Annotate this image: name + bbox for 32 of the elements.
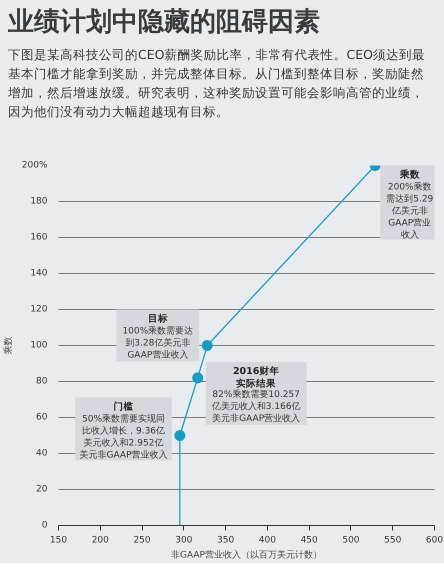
y-tick-label: 80 — [36, 376, 48, 386]
y-tick-label: 140 — [30, 268, 48, 278]
y-tick-label: 100 — [30, 340, 48, 350]
x-tick-label: 150 — [50, 536, 68, 546]
point — [174, 430, 186, 441]
x-tick-label: 250 — [133, 536, 151, 546]
y-tick-label: 40 — [36, 448, 48, 458]
y-tick-label: 60 — [36, 412, 48, 422]
y-tick-label: 0 — [42, 520, 48, 530]
y-tick-label: 200% — [22, 160, 48, 170]
x-tick-label: 350 — [217, 536, 234, 546]
annotation: 门槛 50%乘数需要实现同比收入增长，9.36亿美元收入和2.952亿美元非GAAP营业收入 — [80, 400, 168, 460]
x-tick-label: 450 — [300, 536, 318, 546]
chart-subtitle: 下图是某高科技公司的CEO薪酬奖励比率，非常有代表性。CEO须达到最基本门槛才能拿到奖励，并完成整体目标。从门槛到整体目标，奖励陡然增加，然后增速放缓。研究表明，这种奖励设置可能会影响高管的业绩，因为他们没有动力大幅超越现有目标。 — [8, 46, 426, 122]
x-tick-label: 500 — [342, 536, 360, 546]
chart-title: 业绩计划中隐藏的阻碍因素 — [8, 6, 321, 39]
y-tick-label: 160 — [30, 232, 48, 242]
x-tick-label: 550 — [384, 536, 402, 546]
y-tick-label: 20 — [36, 484, 48, 494]
x-tick-label: 600 — [426, 536, 444, 546]
point — [192, 372, 204, 384]
x-tick-label: 400 — [258, 536, 276, 546]
y-tick-label: 120 — [30, 304, 48, 314]
x-axis-title: 非GAAP营业收入（以百万美元计数） — [171, 550, 322, 560]
x-tick-label: 200 — [92, 536, 110, 546]
annotation: 2016财年实际结果 82%乘数需要10.257亿美元收入和3.166亿美元非GAAP营业收入 — [210, 364, 301, 424]
y-tick-label: 180 — [30, 196, 48, 206]
point — [202, 340, 213, 351]
annotation: 乘数 200%乘数需达到5.29亿美元非GAAP营业收入 — [386, 168, 434, 240]
x-tick-label: 300 — [175, 536, 193, 546]
annotation: 目标 100%乘数需要达到3.28亿美元非GAAP营业收入 — [122, 312, 194, 360]
y-axis-title: 乘数 — [2, 336, 14, 354]
